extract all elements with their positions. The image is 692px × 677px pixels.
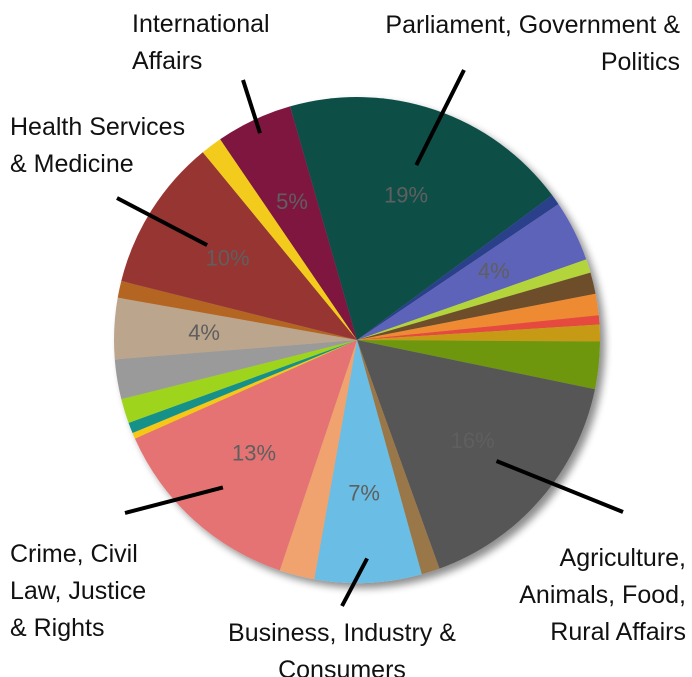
pie-slice-19 xyxy=(117,280,357,340)
leader-line-22 xyxy=(241,79,262,134)
pie-slice-10 xyxy=(357,340,440,575)
pie-slice-6 xyxy=(357,315,600,340)
pie-slice-1 xyxy=(357,195,559,340)
category-label-11: Business, Industry & Consumers xyxy=(228,619,456,677)
pct-label-9: 16% xyxy=(451,428,495,453)
leader-line-13 xyxy=(124,485,224,515)
pct-label-22: 5% xyxy=(276,189,308,214)
pie-slice-12 xyxy=(279,340,357,580)
leader-lines xyxy=(116,69,624,607)
pct-label-0: 19% xyxy=(384,183,428,208)
pct-label-11: 7% xyxy=(348,480,380,505)
pie-slice-7 xyxy=(357,324,601,342)
category-labels: Parliament, Government & Politics Agricult… xyxy=(10,10,686,677)
pie-slice-0 xyxy=(290,96,553,340)
category-label-13: Crime, Civil Law, Justice & Rights xyxy=(10,540,146,642)
pie-slice-8 xyxy=(357,340,600,390)
pct-label-13: 13% xyxy=(232,441,276,466)
pie-slices xyxy=(114,96,601,584)
pie-slice-21 xyxy=(202,139,357,340)
pie-slice-3 xyxy=(357,259,591,340)
pie-slice-2 xyxy=(357,204,587,340)
pct-label-2: 4% xyxy=(478,259,510,284)
leader-line-11 xyxy=(340,557,369,607)
pie-slice-16 xyxy=(121,340,357,423)
pie-slice-4 xyxy=(357,272,596,340)
pct-label-18: 4% xyxy=(188,320,220,345)
leader-line-20 xyxy=(116,196,209,247)
category-label-0: Parliament, Government & Politics xyxy=(385,11,680,76)
pie-slice-14 xyxy=(132,340,357,439)
pct-label-20: 10% xyxy=(206,246,250,271)
pie-slice-17 xyxy=(114,340,357,400)
pie-slice-5 xyxy=(357,293,599,340)
pie-slice-13 xyxy=(134,340,357,571)
pie-slice-18 xyxy=(114,297,357,360)
pie-slice-9 xyxy=(357,340,595,569)
pie-slice-11 xyxy=(314,340,422,584)
percentage-labels: 19% 4% 16% 7% 13% 4% 10% 5% xyxy=(188,183,509,506)
category-label-9: Agriculture, Animals, Food, Rural Affairs xyxy=(519,544,686,646)
pie-slice-15 xyxy=(128,340,357,433)
category-label-20: Health Services & Medicine xyxy=(10,113,185,178)
leader-line-0 xyxy=(414,69,466,166)
category-label-22: International Affairs xyxy=(132,10,270,75)
pie-slice-22 xyxy=(220,106,357,340)
leader-line-9 xyxy=(495,459,624,514)
pie-slice-20 xyxy=(121,152,357,340)
